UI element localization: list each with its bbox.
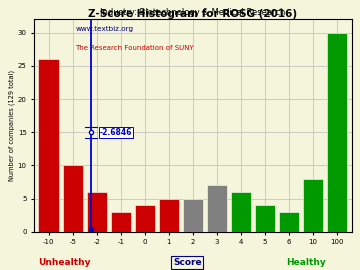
Bar (327, 33, 347, 232)
Bar (207, 185, 227, 232)
Bar (279, 212, 300, 232)
Bar (159, 199, 179, 232)
Text: The Research Foundation of SUNY: The Research Foundation of SUNY (76, 45, 194, 51)
Text: www.textbiz.org: www.textbiz.org (76, 26, 134, 32)
Bar (86, 192, 107, 232)
Bar (303, 179, 323, 232)
Text: Industry: Biotechnology & Medical Research: Industry: Biotechnology & Medical Resear… (100, 8, 285, 17)
Bar (255, 205, 275, 232)
Bar (183, 199, 203, 232)
Bar (63, 166, 83, 232)
Y-axis label: Number of companies (129 total): Number of companies (129 total) (8, 70, 15, 181)
Bar (135, 205, 155, 232)
Title: Z-Score Histogram for ROSG (2016): Z-Score Histogram for ROSG (2016) (89, 9, 297, 19)
Text: Healthy: Healthy (286, 258, 326, 267)
Bar (231, 192, 251, 232)
Text: Unhealthy: Unhealthy (39, 258, 91, 267)
Text: -2.6846: -2.6846 (100, 128, 132, 137)
Bar (111, 212, 131, 232)
Bar (39, 59, 59, 232)
Text: Score: Score (173, 258, 202, 267)
